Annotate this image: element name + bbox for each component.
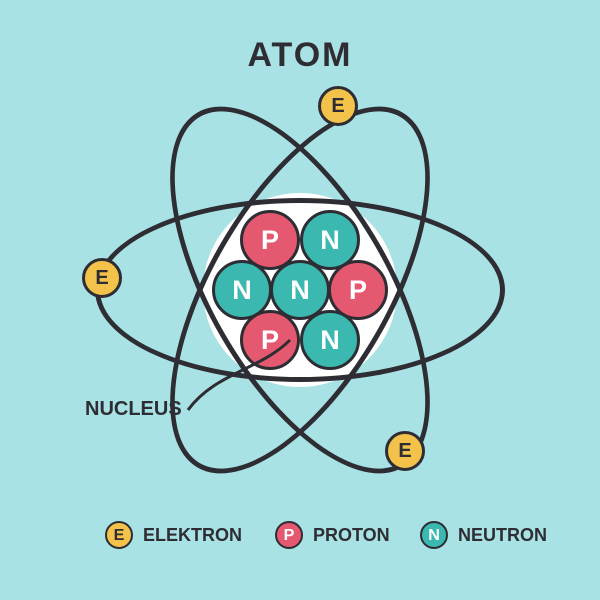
- electron: E: [318, 86, 358, 126]
- neutron-icon: N: [420, 521, 448, 549]
- nucleon-neutron: N: [300, 310, 360, 370]
- electron: E: [82, 258, 122, 298]
- legend-label: PROTON: [313, 525, 390, 546]
- legend-item-proton: P PROTON: [275, 521, 390, 549]
- legend-item-neutron: N NEUTRON: [420, 521, 547, 549]
- proton-icon: P: [275, 521, 303, 549]
- legend-label: ELEKTRON: [143, 525, 242, 546]
- nucleus-label: NUCLEUS: [85, 398, 182, 421]
- legend-label: NEUTRON: [458, 525, 547, 546]
- electron-icon: E: [105, 521, 133, 549]
- nucleon-proton: P: [240, 310, 300, 370]
- electron: E: [385, 431, 425, 471]
- legend-item-elektron: E ELEKTRON: [105, 521, 242, 549]
